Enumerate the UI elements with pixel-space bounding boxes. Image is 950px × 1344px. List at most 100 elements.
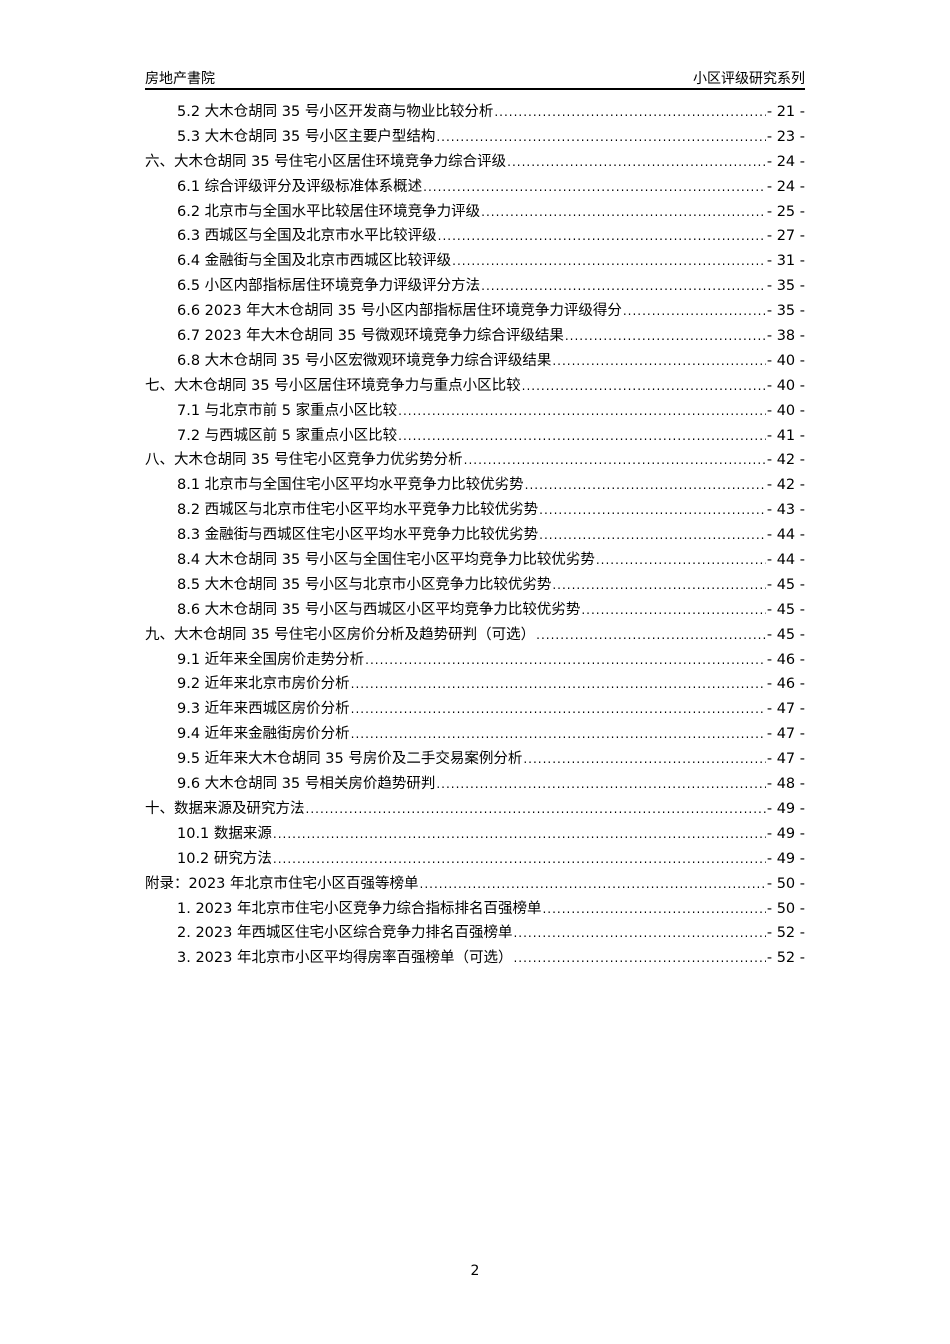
toc-entry[interactable]: 6.5 小区内部指标居住环境竞争力评级评分方法 - 35 - [145,274,805,299]
toc-entry-page[interactable]: - 48 - [766,776,805,793]
toc-entry-page[interactable]: - 43 - [766,502,805,519]
toc-entry-page[interactable]: - 44 - [766,552,805,569]
toc-entry-title[interactable]: 7.2 与西城区前 5 家重点小区比较 [177,427,398,444]
toc-entry-title[interactable]: 5.2 大木仓胡同 35 号小区开发商与物业比较分析 [177,104,494,120]
toc-entry-title[interactable]: 8.2 西城区与北京市住宅小区平均水平竞争力比较优劣势 [177,502,539,519]
toc-entry-page[interactable]: - 23 - [766,128,805,145]
toc-entry[interactable]: 10.1 数据来源 - 49 - [145,822,805,847]
toc-entry[interactable]: 5.3 大木仓胡同 35 号小区主要户型结构 - 23 - [145,125,805,150]
toc-entry-title[interactable]: 8.4 大木仓胡同 35 号小区与全国住宅小区平均竞争力比较优劣势 [177,552,595,569]
toc-entry-page[interactable]: - 25 - [766,203,805,220]
toc-entry[interactable]: 10.2 研究方法 - 49 - [145,847,805,872]
toc-entry-title[interactable]: 6.1 综合评级评分及评级标准体系概述 [177,178,423,195]
toc-entry-title[interactable]: 九、大木仓胡同 35 号住宅小区房价分析及趋势研判（可选） [145,626,536,643]
toc-entry[interactable]: 8.2 西城区与北京市住宅小区平均水平竞争力比较优劣势 - 43 - [145,498,805,523]
toc-entry-page[interactable]: - 45 - [766,601,805,618]
toc-entry[interactable]: 8.5 大木仓胡同 35 号小区与北京市小区竞争力比较优劣势 - 45 - [145,573,805,598]
toc-entry-page[interactable]: - 35 - [766,278,805,295]
toc-entry[interactable]: 9.2 近年来北京市房价分析 - 46 - [145,672,805,697]
toc-entry-title[interactable]: 3. 2023 年北京市小区平均得房率百强榜单（可选） [177,950,513,967]
toc-entry[interactable]: 5.2 大木仓胡同 35 号小区开发商与物业比较分析 - 21 - [145,100,805,125]
toc-entry-title[interactable]: 7.1 与北京市前 5 家重点小区比较 [177,402,398,419]
toc-entry-page[interactable]: - 52 - [766,925,805,942]
toc-entry-page[interactable]: - 41 - [766,427,805,444]
toc-entry-title[interactable]: 9.2 近年来北京市房价分析 [177,676,350,693]
toc-entry-page[interactable]: - 49 - [766,800,805,817]
toc-entry-page[interactable]: - 40 - [766,352,805,369]
toc-entry-page[interactable]: - 40 - [766,402,805,419]
toc-entry[interactable]: 6.1 综合评级评分及评级标准体系概述 - 24 - [145,175,805,200]
toc-entry-page[interactable]: - 45 - [766,626,805,643]
toc-entry-page[interactable]: - 35 - [766,303,805,320]
toc-entry-title[interactable]: 6.3 西城区与全国及北京市水平比较评级 [177,228,437,245]
toc-entry-page[interactable]: - 52 - [766,950,805,967]
toc-entry[interactable]: 7.1 与北京市前 5 家重点小区比较 - 40 - [145,399,805,424]
toc-entry-title[interactable]: 6.5 小区内部指标居住环境竞争力评级评分方法 [177,278,481,295]
toc-entry-page[interactable]: - 50 - [766,900,805,917]
toc-entry-title[interactable]: 9.5 近年来大木仓胡同 35 号房价及二手交易案例分析 [177,751,523,768]
toc-entry-page[interactable]: - 44 - [766,527,805,544]
toc-entry-page[interactable]: - 46 - [766,676,805,693]
toc-entry-title[interactable]: 8.3 金融街与西城区住宅小区平均水平竞争力比较优劣势 [177,527,539,544]
toc-entry[interactable]: 九、大木仓胡同 35 号住宅小区房价分析及趋势研判（可选） - 45 - [145,623,805,648]
toc-entry-page[interactable]: - 31 - [766,253,805,270]
toc-entry[interactable]: 六、大木仓胡同 35 号住宅小区居住环境竞争力综合评级 - 24 - [145,150,805,175]
toc-entry-page[interactable]: - 47 - [766,751,805,768]
toc-entry[interactable]: 9.3 近年来西城区房价分析 - 47 - [145,697,805,722]
toc-entry[interactable]: 7.2 与西城区前 5 家重点小区比较 - 41 - [145,424,805,449]
toc-entry-title[interactable]: 9.6 大木仓胡同 35 号相关房价趋势研判 [177,776,436,793]
toc-entry-title[interactable]: 5.3 大木仓胡同 35 号小区主要户型结构 [177,128,436,145]
toc-entry-page[interactable]: - 47 - [766,701,805,718]
toc-entry-title[interactable]: 8.6 大木仓胡同 35 号小区与西城区小区平均竞争力比较优劣势 [177,601,581,618]
toc-entry-page[interactable]: - 27 - [766,228,805,245]
toc-entry[interactable]: 9.6 大木仓胡同 35 号相关房价趋势研判 - 48 - [145,772,805,797]
toc-entry-title[interactable]: 1. 2023 年北京市住宅小区竞争力综合指标排名百强榜单 [177,900,542,917]
toc-entry[interactable]: 9.5 近年来大木仓胡同 35 号房价及二手交易案例分析 - 47 - [145,747,805,772]
toc-entry[interactable]: 附录：2023 年北京市住宅小区百强等榜单 - 50 - [145,872,805,897]
toc-entry[interactable]: 6.4 金融街与全国及北京市西城区比较评级 - 31 - [145,249,805,274]
toc-entry-title[interactable]: 2. 2023 年西城区住宅小区综合竞争力排名百强榜单 [177,925,513,942]
toc-entry-title[interactable]: 6.6 2023 年大木仓胡同 35 号小区内部指标居住环境竞争力评级得分 [177,303,622,320]
toc-entry-page[interactable]: - 24 - [766,178,805,195]
toc-entry[interactable]: 十、数据来源及研究方法 - 49 - [145,797,805,822]
toc-entry[interactable]: 8.6 大木仓胡同 35 号小区与西城区小区平均竞争力比较优劣势 - 45 - [145,598,805,623]
toc-entry[interactable]: 八、大木仓胡同 35 号住宅小区竞争力优劣势分析 - 42 - [145,448,805,473]
toc-entry-page[interactable]: - 40 - [766,377,805,394]
toc-entry-page[interactable]: - 42 - [766,477,805,494]
toc-entry[interactable]: 6.2 北京市与全国水平比较居住环境竞争力评级 - 25 - [145,200,805,225]
toc-entry[interactable]: 6.6 2023 年大木仓胡同 35 号小区内部指标居住环境竞争力评级得分 - 3… [145,299,805,324]
toc-entry[interactable]: 3. 2023 年北京市小区平均得房率百强榜单（可选） - 52 - [145,946,805,971]
toc-entry-title[interactable]: 6.7 2023 年大木仓胡同 35 号微观环境竞争力综合评级结果 [177,328,564,345]
toc-entry-title[interactable]: 9.3 近年来西城区房价分析 [177,701,350,718]
toc-entry-title[interactable]: 10.2 研究方法 [177,850,272,867]
toc-entry-title[interactable]: 十、数据来源及研究方法 [145,800,305,817]
toc-entry-title[interactable]: 七、大木仓胡同 35 号小区居住环境竞争力与重点小区比较 [145,377,521,394]
toc-entry[interactable]: 6.3 西城区与全国及北京市水平比较评级 - 27 - [145,224,805,249]
toc-entry-page[interactable]: - 47 - [766,726,805,743]
toc-entry-title[interactable]: 10.1 数据来源 [177,825,272,842]
toc-entry-title[interactable]: 6.2 北京市与全国水平比较居住环境竞争力评级 [177,203,481,220]
toc-entry[interactable]: 8.4 大木仓胡同 35 号小区与全国住宅小区平均竞争力比较优劣势 - 44 - [145,548,805,573]
toc-entry-title[interactable]: 6.8 大木仓胡同 35 号小区宏微观环境竞争力综合评级结果 [177,352,552,369]
toc-entry-page[interactable]: - 38 - [766,328,805,345]
toc-entry[interactable]: 6.8 大木仓胡同 35 号小区宏微观环境竞争力综合评级结果 - 40 - [145,349,805,374]
toc-entry-title[interactable]: 八、大木仓胡同 35 号住宅小区竞争力优劣势分析 [145,452,463,469]
toc-entry[interactable]: 9.1 近年来全国房价走势分析 - 46 - [145,648,805,673]
toc-entry-page[interactable]: - 45 - [766,576,805,593]
toc-entry[interactable]: 8.1 北京市与全国住宅小区平均水平竞争力比较优劣势 - 42 - [145,473,805,498]
toc-entry-page[interactable]: - 50 - [766,875,805,892]
toc-entry[interactable]: 9.4 近年来金融街房价分析 - 47 - [145,722,805,747]
toc-entry-title[interactable]: 9.4 近年来金融街房价分析 [177,726,350,743]
toc-entry[interactable]: 8.3 金融街与西城区住宅小区平均水平竞争力比较优劣势 - 44 - [145,523,805,548]
toc-entry-page[interactable]: - 49 - [766,825,805,842]
toc-entry-page[interactable]: - 46 - [766,651,805,668]
toc-entry-page[interactable]: - 49 - [766,850,805,867]
toc-entry[interactable]: 6.7 2023 年大木仓胡同 35 号微观环境竞争力综合评级结果 - 38 - [145,324,805,349]
toc-entry-title[interactable]: 6.4 金融街与全国及北京市西城区比较评级 [177,253,452,270]
toc-entry-title[interactable]: 8.5 大木仓胡同 35 号小区与北京市小区竞争力比较优劣势 [177,576,552,593]
toc-entry-title[interactable]: 附录：2023 年北京市住宅小区百强等榜单 [145,875,419,892]
toc-entry[interactable]: 2. 2023 年西城区住宅小区综合竞争力排名百强榜单 - 52 - [145,921,805,946]
toc-entry[interactable]: 1. 2023 年北京市住宅小区竞争力综合指标排名百强榜单 - 50 - [145,897,805,922]
toc-entry-page[interactable]: - 42 - [766,452,805,469]
toc-entry-title[interactable]: 8.1 北京市与全国住宅小区平均水平竞争力比较优劣势 [177,477,524,494]
